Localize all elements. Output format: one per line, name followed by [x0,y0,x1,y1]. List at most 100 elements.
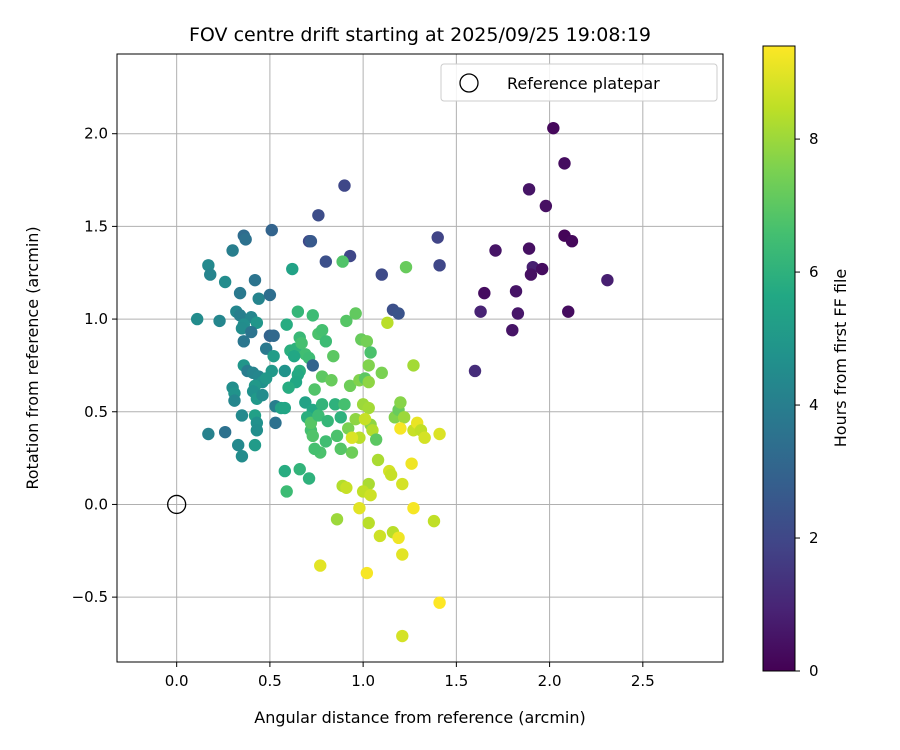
data-point [399,260,413,274]
data-point [315,370,329,383]
data-point [312,209,325,222]
data-point [558,157,571,170]
data-point [259,372,273,385]
data-point [338,398,351,411]
data-point [280,485,293,498]
plot-frame [116,53,724,663]
data-point [319,255,333,268]
data-point [601,273,614,287]
data-point [308,442,321,456]
data-point [407,359,420,372]
chart-title: FOV centre drift starting at 2025/09/25 … [189,24,651,46]
data-point [312,409,325,422]
y-tick-label: 0.0 [84,495,108,513]
data-point [433,427,446,441]
y-tick-label: 0.5 [84,403,108,421]
data-point [202,259,215,272]
data-point [509,285,523,298]
data-point [431,231,444,244]
data-point [302,472,316,485]
data-point [397,411,411,424]
data-point [468,364,482,378]
data-point [235,409,249,422]
x-tick-label: 2.0 [538,672,562,690]
data-point [342,422,355,435]
data-point [252,292,265,305]
data-point [565,235,579,248]
data-point [256,388,269,402]
data-point [506,323,519,337]
x-axis: 0.0 0.5 1.0 1.5 2.0 2.5 [165,662,655,690]
x-tick-label: 0.5 [258,672,282,690]
data-point [364,488,377,502]
data-points [190,121,614,643]
data-point [334,411,347,424]
data-point [433,596,446,609]
data-point [306,359,319,372]
data-point [522,183,536,196]
data-point [248,273,262,287]
data-point [190,312,204,326]
data-point [213,314,226,328]
data-point [478,286,491,300]
data-point [282,381,295,394]
colorbar: 0 2 4 6 8 Hours from first FF file [762,45,850,680]
legend-box [440,63,718,102]
x-axis-label: Angular distance from reference (arcmin) [254,708,585,727]
colorbar-label: Hours from first FF file [831,269,850,448]
data-point [202,427,215,441]
data-point [394,422,407,435]
data-point [306,309,319,322]
data-point [226,244,239,257]
data-point [418,431,431,444]
data-point [366,424,379,437]
data-point [280,318,293,331]
data-point [362,516,375,530]
data-point [218,275,232,289]
colorbar-tick-label: 8 [809,130,819,148]
x-tick-label: 1.0 [351,672,375,690]
data-point [291,305,305,318]
data-point [315,398,329,411]
data-point [278,364,292,378]
data-point [336,255,349,268]
data-point [286,262,299,276]
data-point [489,244,502,257]
data-point [371,453,385,467]
data-point [330,429,344,443]
data-point [364,346,377,359]
data-point [304,235,318,248]
data-point [384,468,398,481]
data-point [345,431,359,444]
y-axis-label: Rotation from reference (arcmin) [23,226,42,489]
data-point [314,559,327,572]
data-point [340,481,353,494]
data-point [278,464,292,478]
legend: Reference platepar [440,63,718,102]
colorbar-gradient [762,45,796,672]
data-point [340,314,353,328]
data-point [535,262,549,276]
data-point [233,286,247,300]
data-point [396,477,409,491]
data-point [345,446,359,459]
grid [117,54,723,662]
data-point [239,233,252,246]
y-tick-label: 1.0 [84,310,108,328]
colorbar-tick-label: 6 [809,263,819,281]
data-point [233,309,247,322]
data-point [325,374,338,387]
data-point [330,513,344,526]
data-point [338,179,351,192]
data-point [267,349,280,363]
data-point [319,435,333,448]
data-point [360,335,374,348]
data-point [308,383,321,396]
data-point [343,379,357,393]
data-point [235,450,249,463]
data-point [306,429,319,443]
data-point [278,401,292,415]
data-point [405,457,418,470]
data-point [349,307,362,320]
data-point [245,325,258,339]
